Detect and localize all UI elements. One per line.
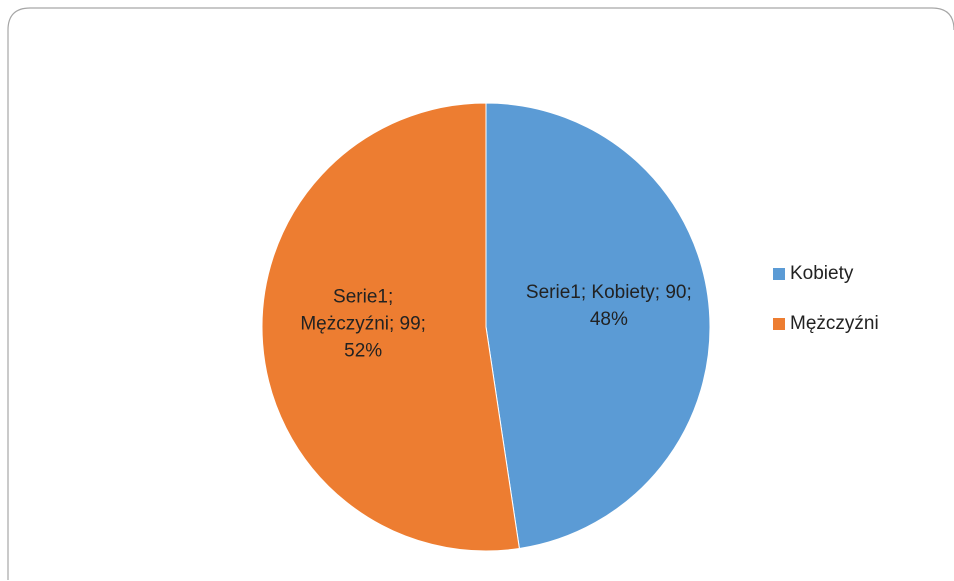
data-label: Serie1; Mężczyźni; 99; 52% [300,286,426,362]
chart-frame [7,7,954,580]
legend-label: Kobiety [790,263,854,284]
pie-slice [485,102,711,550]
legend-swatch [773,268,785,280]
pie-slice [261,102,520,552]
legend-swatch [773,318,785,330]
legend-label: Mężczyźni [790,313,879,334]
data-label: Serie1; Kobiety; 90; 48% [525,281,692,330]
